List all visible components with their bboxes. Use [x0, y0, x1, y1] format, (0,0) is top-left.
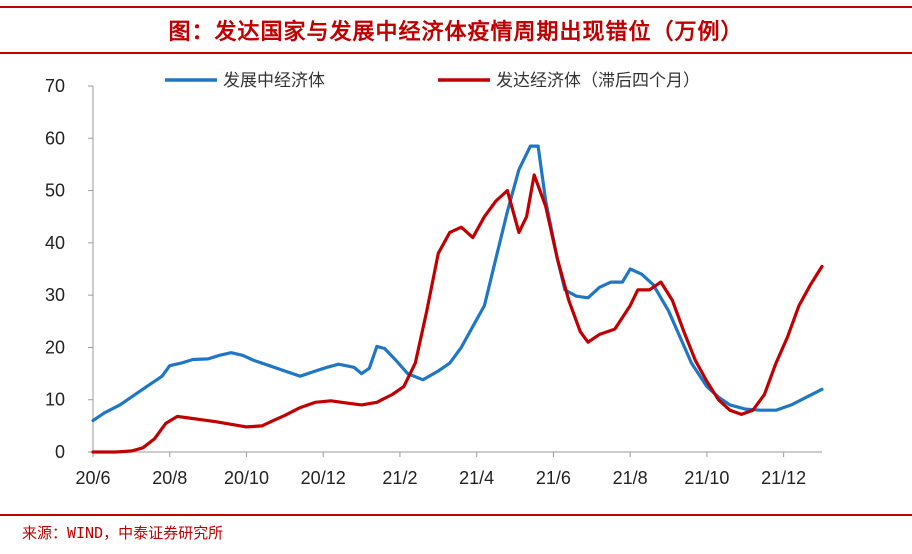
- legend-label: 发展中经济体: [223, 71, 325, 91]
- chart-title: 图：发达国家与发展中经济体疫情周期出现错位（万例）: [168, 20, 744, 45]
- y-tick-label: 60: [45, 128, 65, 148]
- source-rule: [0, 514, 912, 516]
- legend-label: 发达经济体（滞后四个月）: [496, 71, 700, 91]
- y-tick-label: 20: [45, 337, 65, 357]
- legend: 发展中经济体 发达经济体（滞后四个月）: [165, 71, 700, 91]
- title-underline: [0, 52, 912, 54]
- x-tick-label: 21/10: [684, 468, 729, 488]
- x-tick-label: 20/12: [301, 468, 346, 488]
- x-tick-label: 20/6: [75, 468, 110, 488]
- axes: 0 10 20 30 40 50 60 70 20/6 20/8 20/10 20/12 21/2 21/…: [45, 76, 822, 488]
- x-tick-label: 21/6: [536, 468, 571, 488]
- x-tick-label: 20/8: [152, 468, 187, 488]
- title-top-rule: [0, 6, 912, 8]
- y-tick-label: 30: [45, 285, 65, 305]
- x-tick-label: 21/4: [459, 468, 494, 488]
- x-tick-label: 21/2: [382, 468, 417, 488]
- source-note: 来源：WIND，中泰证券研究所: [22, 524, 224, 542]
- y-tick-label: 50: [45, 181, 65, 201]
- x-tick-label: 20/10: [224, 468, 269, 488]
- y-tick-label: 40: [45, 233, 65, 253]
- y-tick-label: 10: [45, 390, 65, 410]
- x-tick-label: 21/8: [613, 468, 648, 488]
- y-tick-label: 0: [55, 442, 65, 462]
- series-layer: [91, 144, 824, 454]
- series-line-developing: [91, 144, 824, 423]
- x-tick-label: 21/12: [761, 468, 806, 488]
- series-line-developed: [91, 173, 824, 454]
- y-tick-label: 70: [45, 76, 65, 96]
